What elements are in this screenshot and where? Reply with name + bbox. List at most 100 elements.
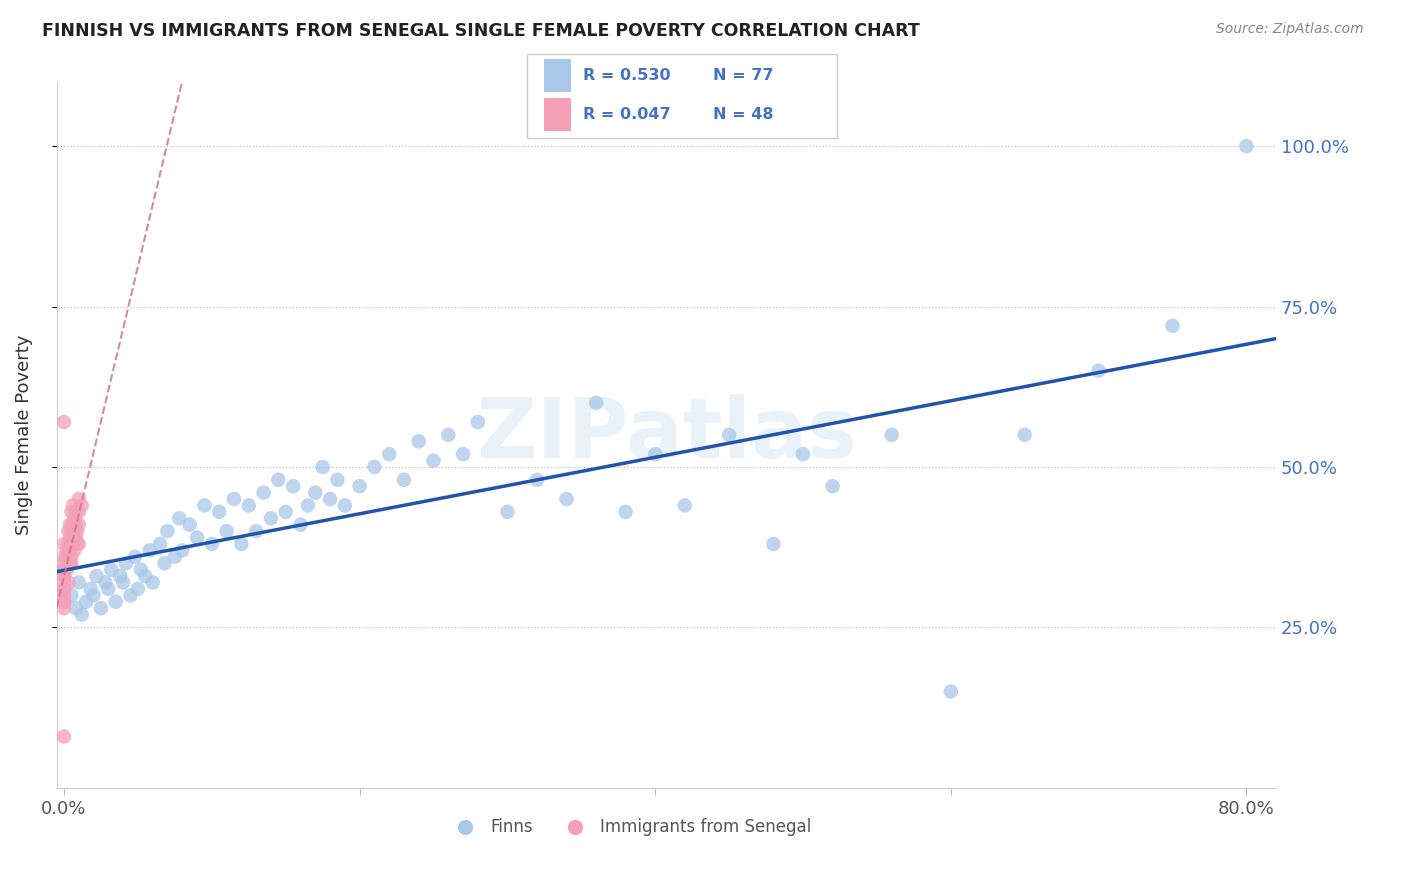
Point: [67, 491, 90, 506]
Point: [179, 517, 201, 532]
Point: [718, 428, 741, 442]
Point: [83, 588, 105, 602]
Point: [86, 569, 108, 583]
Point: [880, 428, 903, 442]
Point: [53, 588, 76, 602]
Point: [496, 505, 519, 519]
Y-axis label: Single Female Poverty: Single Female Poverty: [15, 334, 32, 535]
Point: [100, 563, 122, 577]
Point: [333, 499, 356, 513]
Point: [108, 569, 131, 583]
Point: [1234, 139, 1257, 153]
Point: [215, 524, 238, 538]
Point: [149, 537, 172, 551]
Point: [408, 434, 430, 449]
Point: [112, 575, 135, 590]
Point: [62, 537, 84, 551]
Point: [53, 563, 76, 577]
Point: [1087, 364, 1109, 378]
Point: [53, 415, 76, 429]
Point: [673, 499, 696, 513]
Point: [134, 569, 156, 583]
Point: [115, 556, 138, 570]
Point: [63, 543, 86, 558]
Legend: Finns, Immigrants from Senegal: Finns, Immigrants from Senegal: [441, 812, 817, 843]
Point: [193, 499, 215, 513]
Point: [53, 730, 76, 744]
Point: [79, 582, 101, 596]
Point: [762, 537, 785, 551]
Point: [129, 563, 152, 577]
Point: [245, 524, 267, 538]
Point: [67, 537, 90, 551]
Point: [526, 473, 548, 487]
Point: [53, 537, 76, 551]
Point: [281, 479, 304, 493]
Point: [252, 485, 274, 500]
Point: [60, 505, 83, 519]
Point: [66, 537, 89, 551]
Point: [186, 531, 208, 545]
FancyBboxPatch shape: [527, 54, 837, 138]
Point: [104, 595, 127, 609]
Point: [94, 575, 117, 590]
Point: [363, 459, 385, 474]
Point: [138, 543, 160, 558]
Point: [142, 575, 165, 590]
Point: [58, 537, 80, 551]
Point: [56, 549, 79, 564]
Point: [53, 549, 76, 564]
FancyBboxPatch shape: [544, 98, 571, 130]
Point: [53, 563, 76, 577]
Point: [127, 582, 149, 596]
Text: R = 0.530: R = 0.530: [583, 68, 671, 83]
Point: [56, 543, 79, 558]
Point: [60, 588, 83, 602]
Point: [208, 505, 231, 519]
Text: Source: ZipAtlas.com: Source: ZipAtlas.com: [1216, 22, 1364, 37]
Point: [274, 505, 297, 519]
Point: [59, 517, 82, 532]
Point: [555, 491, 578, 506]
Point: [60, 556, 83, 570]
Point: [65, 505, 87, 519]
Point: [53, 569, 76, 583]
Point: [304, 485, 326, 500]
Point: [56, 563, 79, 577]
Point: [614, 505, 637, 519]
Point: [53, 582, 76, 596]
Point: [53, 575, 76, 590]
Point: [59, 531, 82, 545]
Point: [60, 537, 83, 551]
Point: [67, 505, 90, 519]
Point: [70, 499, 93, 513]
Point: [53, 582, 76, 596]
Point: [65, 601, 87, 615]
Point: [60, 549, 83, 564]
Point: [124, 549, 146, 564]
Point: [53, 556, 76, 570]
Point: [65, 531, 87, 545]
Point: [153, 556, 176, 570]
Point: [53, 595, 76, 609]
Point: [75, 595, 97, 609]
Point: [222, 491, 245, 506]
Point: [156, 524, 179, 538]
Point: [63, 511, 86, 525]
Point: [63, 524, 86, 538]
Point: [70, 607, 93, 622]
Point: [319, 491, 342, 506]
Point: [349, 479, 371, 493]
Point: [169, 511, 191, 525]
FancyBboxPatch shape: [544, 60, 571, 92]
Point: [231, 537, 253, 551]
Point: [290, 517, 312, 532]
Point: [644, 447, 666, 461]
Point: [585, 396, 607, 410]
Text: FINNISH VS IMMIGRANTS FROM SENEGAL SINGLE FEMALE POVERTY CORRELATION CHART: FINNISH VS IMMIGRANTS FROM SENEGAL SINGL…: [42, 22, 920, 40]
Point: [326, 473, 349, 487]
Point: [422, 453, 444, 467]
Point: [172, 543, 194, 558]
Point: [163, 549, 186, 564]
Text: ZIPatlas: ZIPatlas: [475, 394, 856, 475]
